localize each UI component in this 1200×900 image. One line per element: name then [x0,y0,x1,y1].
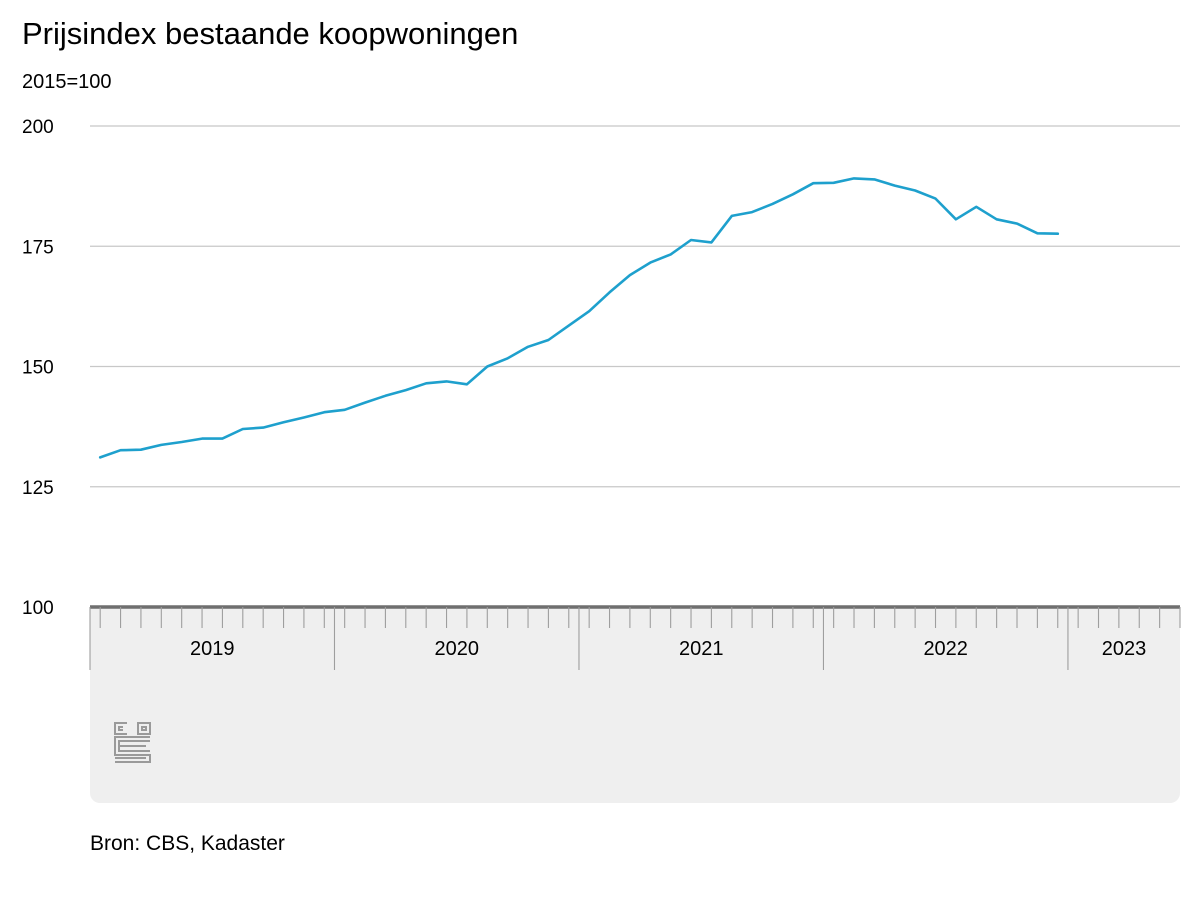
y-tick-label-125: 125 [22,478,54,499]
y-tick-label-100: 100 [22,598,54,619]
y-tick-label-200: 200 [22,117,54,138]
source-note: Bron: CBS, Kadaster [90,832,285,855]
x-axis-band-top [90,607,1180,627]
x-year-label-2019: 2019 [190,638,235,660]
cbs-logo-icon [114,722,151,763]
y-tick-label-150: 150 [22,358,54,379]
y-tick-label-175: 175 [22,237,54,258]
chart-subtitle: 2015=100 [22,71,112,93]
x-year-label-2022: 2022 [923,638,968,660]
x-year-label-2020: 2020 [434,638,479,660]
x-year-label-2021: 2021 [679,638,724,660]
chart-title: Prijsindex bestaande koopwoningen [22,16,519,51]
x-year-label-2023: 2023 [1102,638,1147,660]
x-axis-band [90,607,1180,803]
series-line [98,177,1060,459]
